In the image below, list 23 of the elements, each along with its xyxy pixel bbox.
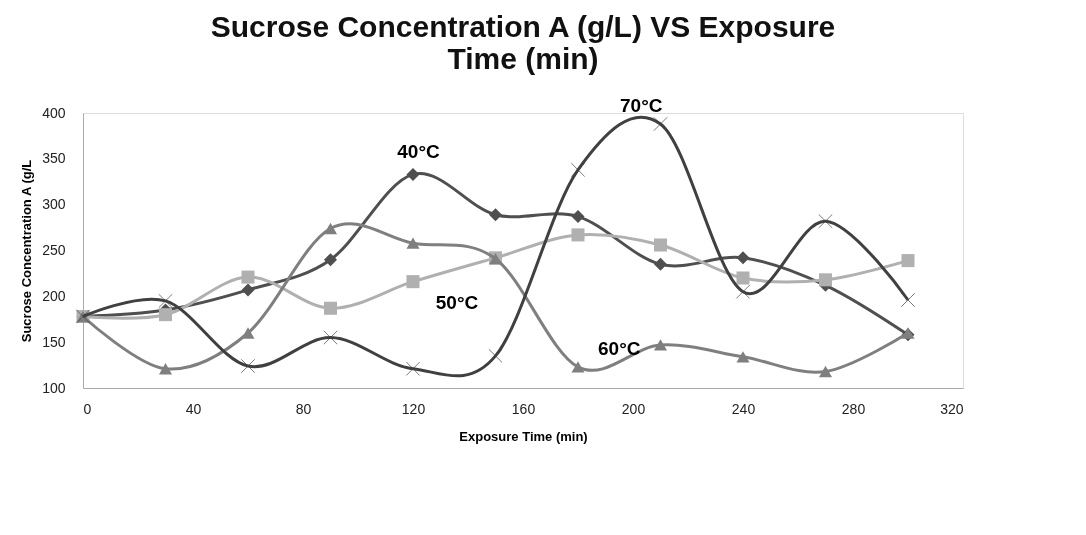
x-tick-label: 120	[401, 400, 426, 417]
y-tick-label: 400	[42, 104, 66, 121]
y-tick-label: 250	[42, 242, 66, 258]
series-label: 70°C	[620, 94, 663, 116]
x-tick-label: 160	[511, 400, 536, 417]
series-label: 60°C	[598, 337, 641, 359]
x-tick-label: 320	[940, 400, 964, 417]
y-tick-label: 150	[42, 333, 66, 350]
y-tick-label: 350	[42, 150, 66, 167]
x-tick-label: 200	[621, 400, 646, 417]
x-tick-label: 80	[295, 400, 312, 417]
x-axis-title: Exposure Time (min)	[459, 428, 588, 444]
x-tick-label: 40	[185, 400, 202, 417]
y-tick-label: 100	[42, 379, 66, 396]
y-axis-title: Sucrose Concentration A (g/L	[19, 159, 35, 343]
x-tick-label: 240	[731, 400, 756, 417]
y-tick-label: 200	[42, 287, 66, 304]
y-tick-label: 300	[42, 196, 66, 213]
series-label: 40°C	[397, 140, 441, 162]
x-tick-label: 0	[83, 400, 92, 417]
text: Sucrose Concentration A (g/L) VS Exposure	[210, 9, 836, 43]
x-tick-label: 280	[841, 400, 866, 417]
series-label: 50°C	[435, 291, 479, 313]
